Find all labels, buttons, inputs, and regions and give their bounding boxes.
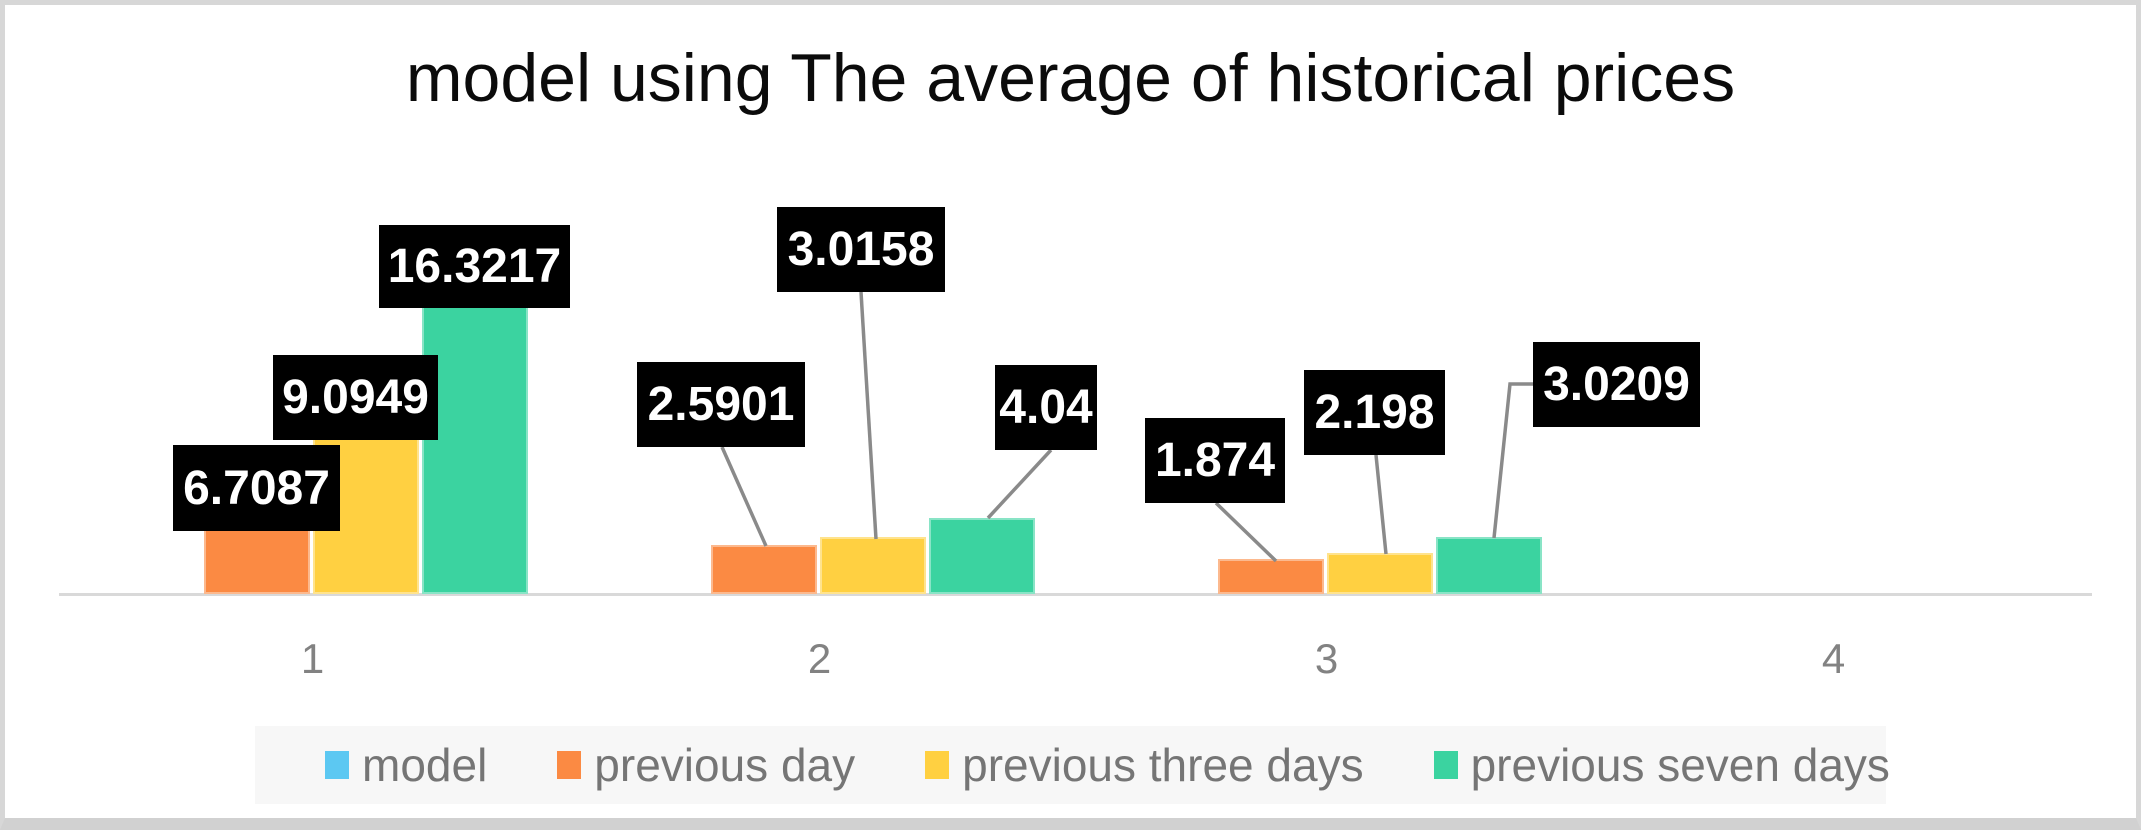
legend-swatch-icon	[1433, 751, 1458, 779]
legend-swatch-icon	[325, 751, 349, 779]
x-axis-label-3: 3	[1314, 635, 1339, 682]
bar-previous-seven-days-cat2[interactable]	[929, 518, 1035, 594]
legend-label: model	[362, 739, 488, 791]
leader-line-1.874	[1214, 501, 1278, 563]
data-label-16.3217: 16.3217	[379, 225, 570, 308]
bar-previous-three-days-cat2[interactable]	[820, 537, 926, 594]
bar-previous-three-days-cat3[interactable]	[1327, 553, 1433, 594]
legend-label: previous day	[594, 739, 856, 791]
data-label-4.04: 4.04	[995, 365, 1097, 450]
legend-item-model[interactable]: model	[325, 738, 487, 792]
x-axis-line	[59, 593, 2092, 596]
legend-label: previous seven days	[1470, 739, 1890, 791]
legend-item-previous-day[interactable]: previous day	[557, 738, 855, 792]
legend-item-previous-seven-days[interactable]: previous seven days	[1433, 738, 1890, 792]
plot-area: 1 2 3 4 6.7087 9.0949 16.3217 2.5901 3.0158 4.04 1…	[5, 5, 2136, 818]
leader-line-2.5901	[720, 446, 768, 547]
data-label-1.874: 1.874	[1145, 418, 1285, 503]
leader-line-3.0158	[859, 291, 878, 540]
leader-line-3.0209	[1492, 382, 1533, 539]
legend-item-previous-three-days[interactable]: previous three days	[925, 738, 1364, 792]
bar-previous-seven-days-cat3[interactable]	[1436, 537, 1542, 594]
legend-swatch-icon	[557, 751, 582, 779]
leader-line-2.198	[1374, 454, 1388, 555]
data-label-3.0158: 3.0158	[777, 207, 945, 292]
chart-title: model using The average of historical pr…	[405, 40, 1736, 116]
x-axis-label-4: 4	[1821, 635, 1846, 682]
data-label-3.0209: 3.0209	[1533, 342, 1700, 427]
bar-previous-seven-days-cat1[interactable]	[422, 286, 528, 594]
leader-line-4.04	[986, 448, 1053, 520]
x-axis-label-1: 1	[300, 635, 325, 682]
x-axis-label-2: 2	[807, 635, 832, 682]
legend-label: previous three days	[962, 739, 1364, 791]
bar-previous-day-cat2[interactable]	[711, 545, 817, 594]
data-label-6.7087: 6.7087	[173, 445, 340, 531]
legend-swatch-icon	[925, 751, 950, 779]
bar-previous-day-cat3[interactable]	[1218, 559, 1324, 594]
data-label-2.5901: 2.5901	[637, 362, 805, 447]
data-label-9.0949: 9.0949	[273, 355, 438, 440]
data-label-2.198: 2.198	[1304, 370, 1445, 455]
legend: model previous day previous three days prev…	[255, 726, 1890, 804]
